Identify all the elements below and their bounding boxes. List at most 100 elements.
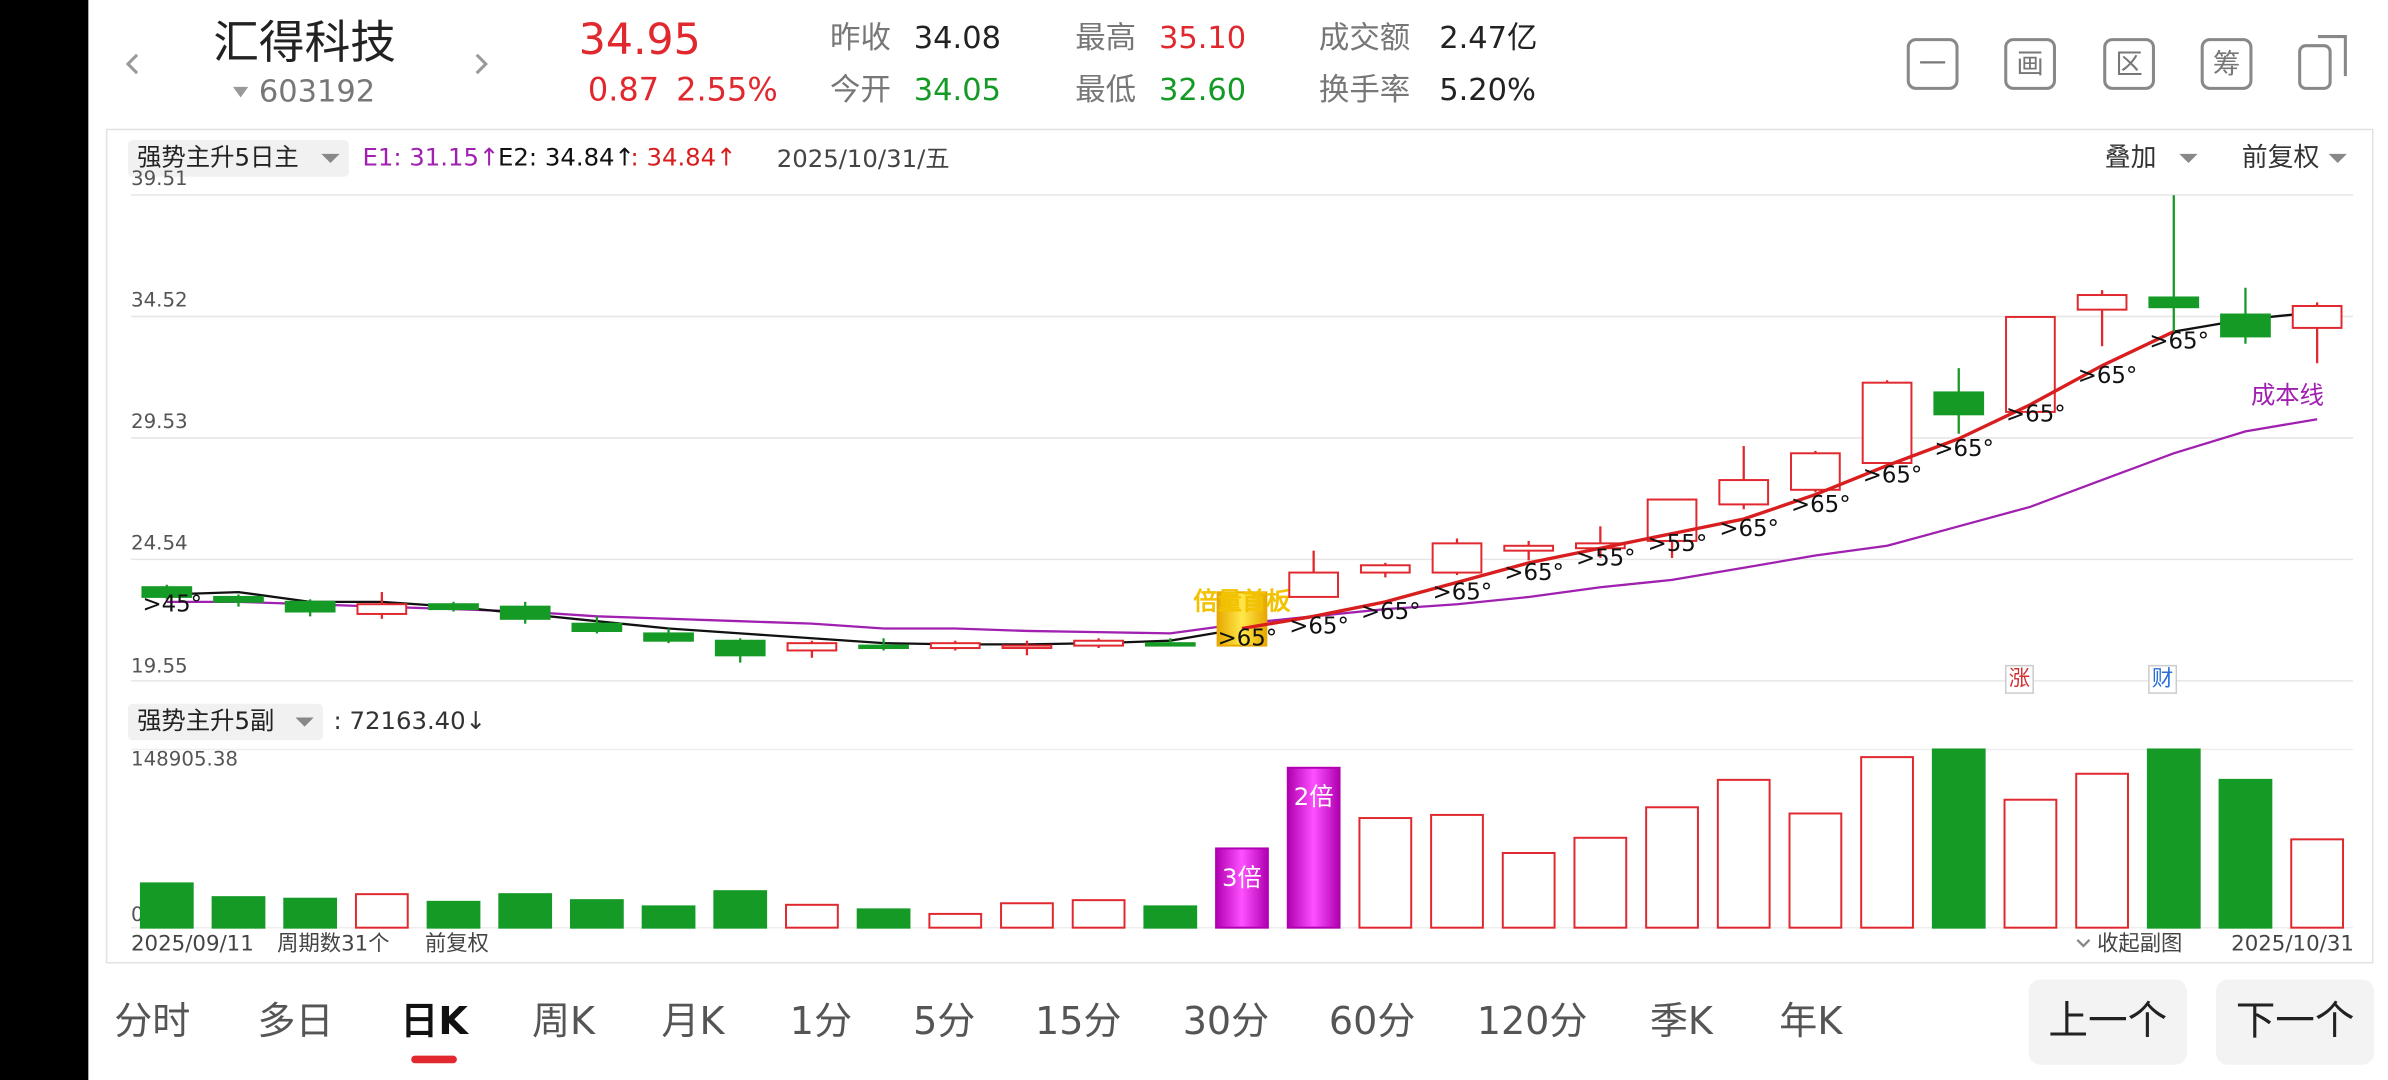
candle-body — [1431, 542, 1483, 574]
volume-bar — [1286, 766, 1341, 929]
candle-body — [141, 586, 193, 598]
period-tab[interactable]: 周K — [532, 999, 596, 1043]
volume-bar — [1645, 806, 1699, 929]
angle-label: >55° — [1576, 545, 1636, 571]
period-tab[interactable]: 季K — [1650, 999, 1714, 1043]
trend-line — [1241, 330, 2175, 631]
code-caret[interactable] — [233, 86, 249, 98]
y-tick-label: 34.52 — [131, 289, 188, 312]
candle-body — [428, 603, 479, 611]
prev-button[interactable]: 上一个 — [2048, 998, 2167, 1044]
rotate-icon[interactable] — [2298, 44, 2332, 90]
price: 34.95 — [579, 15, 701, 65]
period-tab[interactable]: 月K — [661, 999, 725, 1043]
event-marker[interactable]: 涨 — [2009, 666, 2030, 691]
volume-bar — [2218, 778, 2273, 929]
candle-body — [2076, 294, 2128, 311]
period-tab[interactable]: 多日 — [257, 999, 333, 1043]
indicator: 强势主升5日主 — [137, 142, 299, 171]
adjust-caret — [2328, 153, 2347, 163]
stat-label: 换手率 — [1319, 73, 1410, 108]
angle-label: >65° — [2149, 329, 2209, 355]
volume-bar — [139, 882, 194, 929]
next-button[interactable]: 下一个 — [2236, 998, 2355, 1044]
stat-label: 今开 — [830, 73, 891, 108]
y-tick-label: 19.55 — [131, 655, 188, 678]
period-tab[interactable]: 日K — [400, 999, 469, 1043]
icon-box[interactable] — [2200, 38, 2253, 90]
volume-bar — [1143, 905, 1198, 929]
period-tab[interactable]: 30分 — [1183, 999, 1269, 1043]
e3-value: : 34.84↑ — [631, 142, 737, 171]
stat-value: 34.08 — [914, 21, 1001, 56]
angle-label: >45° — [142, 592, 202, 618]
sub-indicator-button[interactable] — [127, 703, 323, 741]
indicator-button[interactable] — [127, 140, 349, 177]
stat-value: 32.60 — [1159, 73, 1246, 108]
candle-body — [2291, 305, 2343, 329]
angle-label: >55° — [1648, 531, 1708, 557]
candle-body — [284, 600, 336, 613]
volume-bar — [641, 905, 696, 929]
period-tab[interactable]: 1分 — [790, 999, 852, 1043]
candle-body — [356, 603, 408, 615]
period-tab[interactable]: 120分 — [1477, 999, 1588, 1043]
prev-arrow[interactable] — [125, 53, 139, 75]
stat-label: 成交额 — [1319, 21, 1410, 56]
side-bar — [0, 0, 89, 1080]
angle-label: >65° — [1218, 626, 1278, 652]
volume-bar — [2290, 838, 2345, 929]
volume-bar — [211, 896, 266, 929]
candle-body — [1933, 391, 1985, 416]
candle-body — [1503, 544, 1555, 552]
collapse-button[interactable]: 收起副图 — [2097, 931, 2182, 956]
candle-body — [1073, 639, 1124, 647]
angle-label: >65° — [1863, 463, 1923, 489]
candle-body — [499, 605, 551, 620]
stat-value: 34.05 — [914, 73, 1001, 108]
icon-label: 筹 — [2213, 49, 2240, 80]
angle-label: >65° — [2078, 363, 2138, 389]
volume-bar — [856, 908, 911, 929]
next-button-bg[interactable] — [2215, 979, 2375, 1065]
volume-bar — [2003, 798, 2058, 929]
volume-bar — [498, 893, 553, 929]
icon-box[interactable] — [2004, 38, 2056, 90]
period-count: 周期数31个 — [277, 931, 389, 956]
candle-body — [1359, 564, 1411, 574]
period-tab[interactable]: 60分 — [1329, 999, 1415, 1043]
y-tick-label: 24.54 — [131, 532, 188, 555]
period-tab[interactable]: 分时 — [114, 999, 190, 1043]
icon-box[interactable] — [1906, 38, 1959, 90]
prev-button-bg[interactable] — [2028, 979, 2187, 1065]
volume-bar — [1430, 813, 1484, 929]
icon-box[interactable] — [2103, 38, 2155, 90]
overlay-caret — [2179, 153, 2198, 163]
overlay-button[interactable]: 叠加 — [2105, 143, 2157, 173]
footer-adjust: 前复权 — [425, 931, 489, 956]
volume-bar — [1358, 817, 1413, 929]
angle-label: >65° — [1361, 599, 1421, 625]
volume-bar — [1788, 812, 1843, 929]
candle-body — [1288, 571, 1340, 598]
event-marker-box[interactable] — [2004, 664, 2034, 694]
angle-label: >65° — [2006, 402, 2066, 428]
volume-bar — [569, 899, 624, 929]
volume-bar — [928, 912, 983, 929]
period-tab[interactable]: 15分 — [1035, 999, 1121, 1043]
period-tab[interactable]: 5分 — [913, 999, 975, 1043]
event-marker[interactable]: 财 — [2152, 666, 2173, 691]
angle-label: >65° — [1289, 614, 1349, 640]
change-pct: 2.55% — [676, 70, 778, 108]
toolbar: 一 画 区 筹 — [1906, 35, 2347, 90]
stock-code: 603192 — [259, 74, 375, 109]
period-tab[interactable]: 年K — [1779, 999, 1843, 1043]
volume-bar — [2075, 772, 2129, 929]
event-marker-box[interactable] — [2148, 664, 2178, 694]
candle-body — [2005, 315, 2056, 413]
adjust-button[interactable]: 前复权 — [2242, 143, 2320, 173]
volume-bar — [283, 897, 338, 929]
next-arrow[interactable] — [475, 53, 488, 75]
candle-body — [643, 632, 694, 642]
